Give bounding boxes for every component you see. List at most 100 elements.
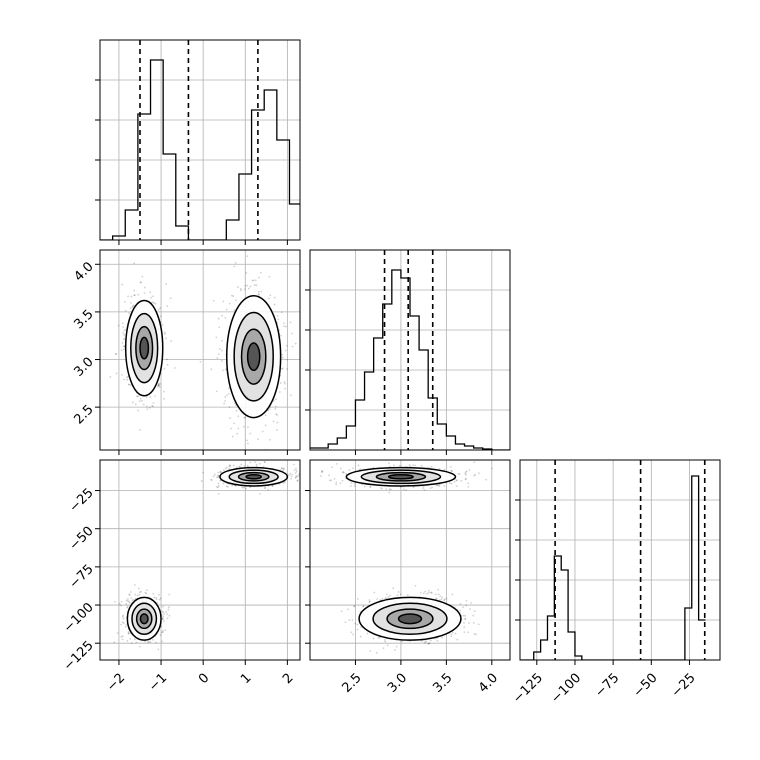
sample-point: [121, 322, 124, 325]
sample-point: [259, 271, 262, 274]
sample-point: [122, 614, 124, 617]
sample-point: [353, 482, 356, 485]
sample-point: [287, 474, 290, 476]
sample-point: [284, 387, 287, 390]
sample-point: [160, 315, 162, 318]
sample-point: [126, 605, 129, 608]
sample-point: [159, 307, 162, 309]
sample-point: [137, 395, 139, 398]
sample-point: [242, 425, 245, 428]
sample-point: [427, 642, 430, 645]
sample-point: [441, 596, 444, 599]
sample-point: [134, 638, 136, 641]
sample-point: [463, 631, 466, 634]
sample-point: [155, 641, 157, 644]
sample-point: [220, 471, 223, 474]
sample-point: [387, 596, 390, 598]
sample-point: [144, 640, 147, 643]
sample-point: [116, 632, 119, 634]
sample-point: [282, 469, 284, 472]
sample-point: [244, 416, 247, 419]
histogram-step: [520, 475, 706, 660]
sample-point: [281, 353, 283, 356]
density-level: [388, 474, 414, 479]
sample-point: [377, 637, 380, 639]
sample-point: [247, 287, 250, 290]
sample-point: [294, 476, 297, 479]
sample-point: [122, 345, 125, 348]
sample-point: [219, 471, 222, 474]
sample-point: [453, 480, 456, 483]
sample-point: [168, 606, 170, 609]
sample-point: [280, 367, 283, 370]
sample-point: [233, 265, 236, 268]
sample-point: [436, 484, 439, 487]
sample-point: [290, 475, 293, 478]
sample-point: [123, 378, 126, 381]
sample-point: [157, 384, 160, 387]
sample-point: [292, 463, 295, 466]
sample-point: [133, 294, 136, 297]
sample-point: [217, 317, 220, 320]
sample-point: [264, 486, 267, 489]
sample-point: [227, 392, 230, 395]
sample-point: [468, 468, 471, 471]
sample-point: [235, 299, 237, 302]
sample-point: [114, 353, 117, 355]
sample-point: [438, 485, 441, 488]
sample-point: [128, 593, 131, 596]
histogram-panel-p1_1: [305, 249, 511, 455]
sample-point: [251, 279, 254, 282]
sample-point: [157, 384, 160, 387]
sample-point: [335, 481, 338, 484]
sample-point: [294, 471, 297, 474]
contour-plot-area: [113, 460, 300, 651]
sample-point: [389, 488, 392, 491]
contour-line: [139, 336, 150, 360]
density-level: [398, 613, 422, 624]
sample-point: [152, 302, 155, 304]
sample-point: [128, 601, 131, 604]
sample-point: [283, 325, 286, 328]
sample-point: [243, 465, 246, 467]
sample-point: [121, 373, 123, 376]
sample-point: [406, 594, 409, 596]
sample-point: [151, 638, 154, 641]
contour-line: [387, 473, 414, 480]
sample-point: [247, 442, 249, 445]
sample-point: [464, 614, 467, 617]
sample-point: [133, 262, 136, 265]
sample-point: [246, 255, 249, 258]
sample-point: [464, 477, 467, 480]
sample-point: [268, 408, 271, 410]
sample-point: [121, 615, 124, 618]
contour-line: [360, 469, 442, 485]
sample-point: [131, 599, 134, 602]
sample-point: [161, 631, 164, 634]
sample-point: [412, 464, 414, 467]
sample-point: [109, 376, 112, 378]
sample-point: [291, 345, 294, 348]
sample-point: [469, 608, 472, 610]
sample-point: [167, 608, 170, 611]
sample-point: [275, 429, 278, 431]
sample-point: [283, 322, 285, 325]
sample-point: [225, 394, 228, 397]
sample-point: [134, 593, 137, 596]
sample-point: [392, 464, 395, 467]
sample-point: [129, 637, 132, 640]
sample-point: [216, 486, 218, 488]
sample-point: [464, 478, 467, 481]
sample-point: [439, 595, 442, 598]
sample-point: [157, 383, 160, 386]
sample-point: [474, 473, 477, 476]
sample-point: [277, 318, 280, 321]
sample-point: [428, 589, 430, 592]
sample-point: [420, 640, 423, 642]
sample-point: [136, 395, 138, 398]
sample-point: [217, 493, 220, 495]
sample-point: [224, 316, 227, 319]
sample-point: [272, 420, 275, 423]
contour-line: [130, 312, 159, 384]
